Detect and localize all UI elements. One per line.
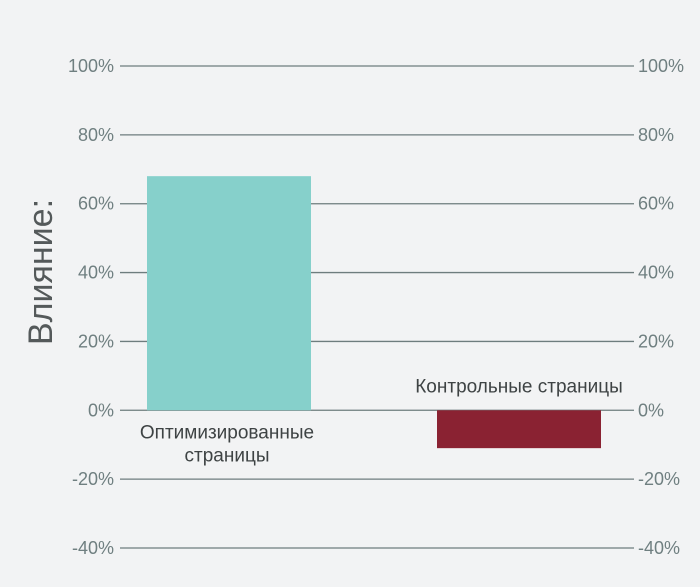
y-tick-label-right: -40% (638, 538, 680, 558)
y-tick-label-right: 60% (638, 194, 674, 214)
y-tick-label-left: 40% (78, 263, 114, 283)
y-tick-label-left: 20% (78, 331, 114, 351)
bar (147, 176, 311, 411)
bar (437, 410, 601, 449)
y-axis-label: Влияние: (22, 199, 60, 345)
y-tick-label-left: 100% (68, 56, 114, 76)
y-tick-label-left: 80% (78, 125, 114, 145)
y-tick-label-right: 40% (638, 263, 674, 283)
y-tick-label-left: -20% (72, 469, 114, 489)
y-tick-label-left: 60% (78, 194, 114, 214)
y-axis-ticks-left: 100% 80% 60% 40% 20% 0% -20% -40% (68, 56, 114, 558)
y-axis-ticks-right: 100% 80% 60% 40% 20% 0% -20% -40% (638, 56, 684, 558)
y-tick-label-right: 0% (638, 400, 664, 420)
bars (147, 176, 601, 449)
category-label: Оптимизированные (140, 422, 314, 443)
y-tick-label-right: 100% (638, 56, 684, 76)
y-tick-label-right: 20% (638, 331, 674, 351)
y-tick-label-right: -20% (638, 469, 680, 489)
y-tick-label-left: -40% (72, 538, 114, 558)
y-tick-label-right: 80% (638, 125, 674, 145)
y-tick-label-left: 0% (88, 400, 114, 420)
category-label: страницы (185, 445, 270, 466)
category-label: Контрольные страницы (415, 376, 623, 397)
